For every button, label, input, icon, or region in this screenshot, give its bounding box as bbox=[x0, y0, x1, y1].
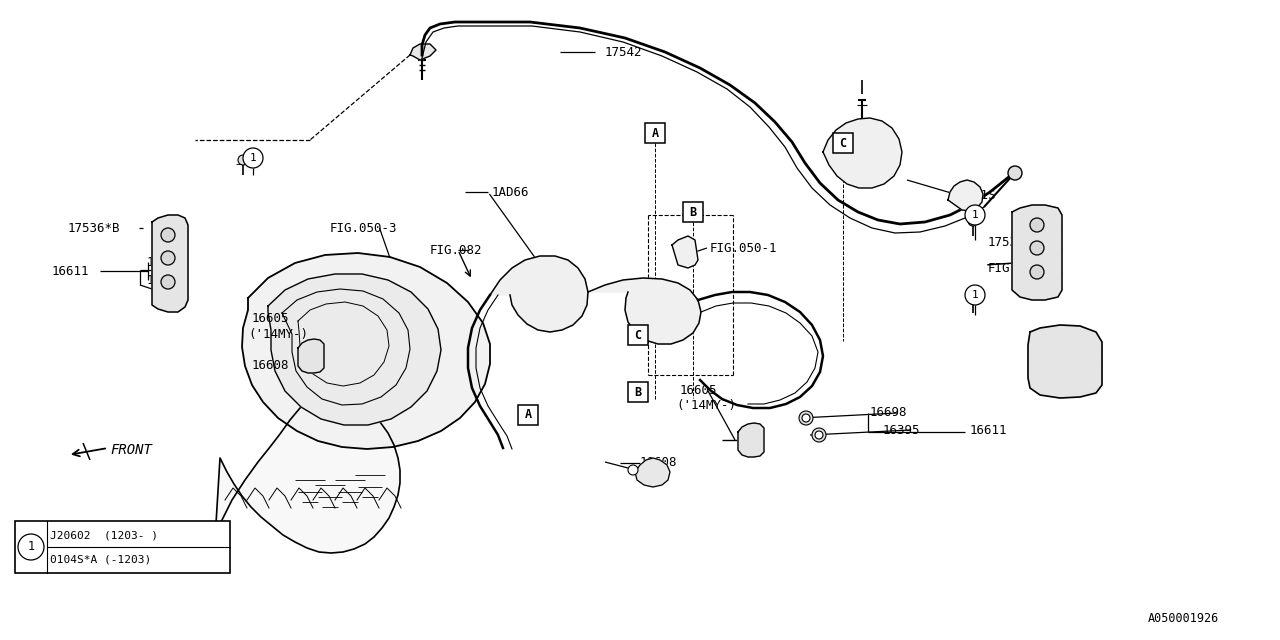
Text: 16698: 16698 bbox=[147, 255, 184, 269]
Bar bbox=[833, 133, 852, 153]
Polygon shape bbox=[152, 215, 188, 312]
Polygon shape bbox=[1028, 325, 1102, 398]
Text: 1: 1 bbox=[972, 210, 978, 220]
Polygon shape bbox=[739, 423, 764, 457]
Text: ('14MY-): ('14MY-) bbox=[676, 399, 736, 413]
Text: 16698: 16698 bbox=[870, 406, 908, 419]
Text: A: A bbox=[652, 127, 659, 140]
Text: 17542: 17542 bbox=[605, 45, 643, 58]
Text: B: B bbox=[690, 205, 696, 218]
Polygon shape bbox=[588, 278, 701, 344]
Circle shape bbox=[965, 285, 986, 305]
Text: 1: 1 bbox=[972, 290, 978, 300]
Text: 16605: 16605 bbox=[680, 383, 718, 397]
Circle shape bbox=[161, 275, 175, 289]
Bar bbox=[628, 382, 648, 402]
Text: 16395: 16395 bbox=[147, 273, 184, 287]
Circle shape bbox=[1030, 241, 1044, 255]
Polygon shape bbox=[215, 392, 401, 553]
Polygon shape bbox=[242, 253, 490, 449]
Polygon shape bbox=[1012, 205, 1062, 300]
Text: 1: 1 bbox=[27, 541, 35, 554]
Bar bbox=[15, 521, 230, 573]
Text: 16395: 16395 bbox=[883, 424, 920, 436]
Text: 1: 1 bbox=[250, 153, 256, 163]
Text: 16608: 16608 bbox=[252, 358, 289, 371]
Text: A: A bbox=[525, 408, 531, 422]
Polygon shape bbox=[298, 339, 324, 373]
Circle shape bbox=[1030, 218, 1044, 232]
Circle shape bbox=[1009, 166, 1021, 180]
Polygon shape bbox=[490, 256, 588, 332]
Polygon shape bbox=[635, 458, 669, 487]
Polygon shape bbox=[823, 118, 902, 188]
Polygon shape bbox=[672, 236, 698, 268]
Text: 0104S*A (-1203): 0104S*A (-1203) bbox=[50, 555, 151, 565]
Text: 17536*B: 17536*B bbox=[68, 221, 120, 234]
Circle shape bbox=[1030, 265, 1044, 279]
Text: FRONT: FRONT bbox=[110, 443, 152, 457]
Text: C: C bbox=[635, 328, 641, 342]
Bar bbox=[645, 123, 666, 143]
Polygon shape bbox=[268, 274, 442, 425]
Circle shape bbox=[812, 428, 826, 442]
Text: ('14MY-): ('14MY-) bbox=[248, 328, 308, 340]
Circle shape bbox=[628, 465, 637, 475]
Text: FIG.050-3: FIG.050-3 bbox=[330, 221, 398, 234]
Bar bbox=[628, 325, 648, 345]
Text: 16611: 16611 bbox=[970, 424, 1007, 436]
Circle shape bbox=[238, 155, 248, 165]
Polygon shape bbox=[948, 180, 983, 211]
Text: C: C bbox=[840, 136, 846, 150]
Text: J20602  (1203- ): J20602 (1203- ) bbox=[50, 530, 157, 540]
Text: 17536*B: 17536*B bbox=[1048, 349, 1101, 362]
Text: FIG.082: FIG.082 bbox=[430, 243, 483, 257]
Text: 1AD66: 1AD66 bbox=[492, 186, 530, 198]
Text: 0951S: 0951S bbox=[957, 189, 996, 202]
Circle shape bbox=[799, 411, 813, 425]
Circle shape bbox=[965, 205, 986, 225]
Polygon shape bbox=[410, 44, 436, 60]
Circle shape bbox=[803, 414, 810, 422]
Bar bbox=[684, 202, 703, 222]
Circle shape bbox=[161, 251, 175, 265]
Text: 17536*A: 17536*A bbox=[988, 236, 1041, 248]
Circle shape bbox=[161, 228, 175, 242]
Text: 16605: 16605 bbox=[252, 312, 289, 324]
Bar bbox=[518, 405, 538, 425]
Text: 16608: 16608 bbox=[640, 456, 677, 470]
Circle shape bbox=[815, 431, 823, 439]
Text: FIG.420: FIG.420 bbox=[988, 262, 1041, 275]
Text: A050001926: A050001926 bbox=[1148, 611, 1220, 625]
Circle shape bbox=[968, 293, 978, 303]
Circle shape bbox=[243, 148, 262, 168]
Circle shape bbox=[18, 534, 44, 560]
Text: B: B bbox=[635, 385, 641, 399]
Circle shape bbox=[968, 216, 978, 226]
Text: 16611: 16611 bbox=[52, 264, 90, 278]
Text: FIG.050-1: FIG.050-1 bbox=[710, 241, 777, 255]
